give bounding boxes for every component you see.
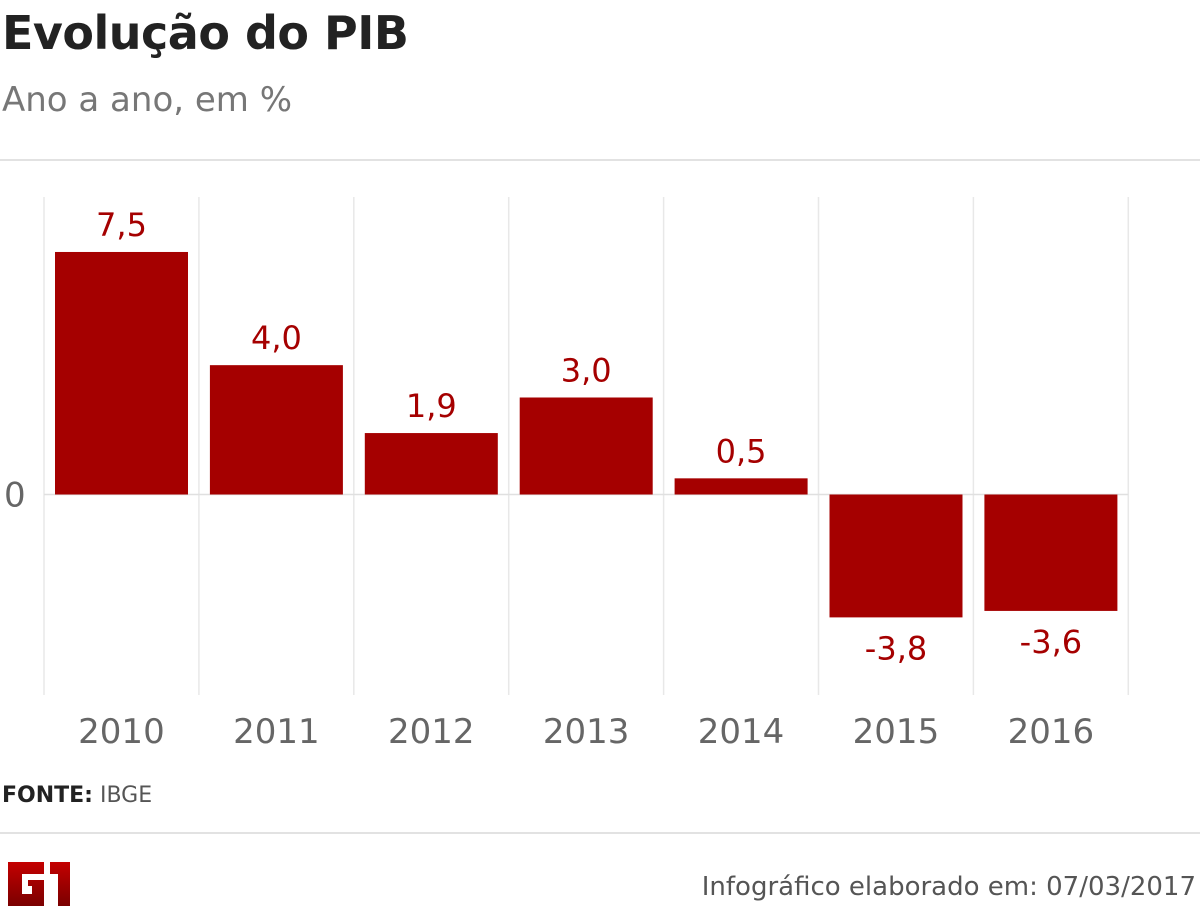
data-label: -3,6 [1020, 623, 1082, 661]
bar-2010 [55, 251, 188, 495]
bar-2016 [984, 494, 1118, 611]
data-label: 7,5 [96, 206, 147, 244]
x-tick-label: 2012 [388, 712, 475, 752]
x-tick-label: 2010 [78, 712, 165, 752]
source-note: FONTE: IBGE [2, 783, 152, 808]
x-tick-label: 2014 [698, 712, 785, 752]
chart-subtitle: Ano a ano, em % [2, 80, 293, 120]
g1-logo [2, 858, 74, 914]
source-label: FONTE: [2, 783, 93, 808]
x-tick-label: 2013 [543, 712, 630, 752]
bar-2011 [209, 365, 343, 495]
bar-2014 [674, 478, 808, 495]
bar-2012 [364, 433, 498, 495]
chart-title: Evolução do PIB [2, 6, 409, 60]
credit-text: Infográfico elaborado em: 07/03/2017 [701, 872, 1196, 902]
top-divider [0, 159, 1200, 161]
data-label: 4,0 [251, 319, 302, 357]
data-label: 1,9 [406, 387, 457, 425]
bar-2015 [829, 494, 963, 618]
bar-chart: 0 7,5 2010 4,0 2011 1,9 2012 3,0 2013 0,5 2014 -3,8… [4, 197, 1130, 752]
x-tick-label: 2015 [853, 712, 940, 752]
data-label: 0,5 [716, 432, 767, 470]
source-value: IBGE [99, 783, 153, 808]
data-label: 3,0 [561, 351, 612, 389]
x-tick-label: 2016 [1008, 712, 1095, 752]
bar-2013 [519, 397, 653, 495]
y-tick-label: 0 [4, 476, 26, 516]
data-label: -3,8 [865, 629, 927, 667]
bottom-divider [0, 832, 1200, 834]
x-tick-label: 2011 [233, 712, 320, 752]
